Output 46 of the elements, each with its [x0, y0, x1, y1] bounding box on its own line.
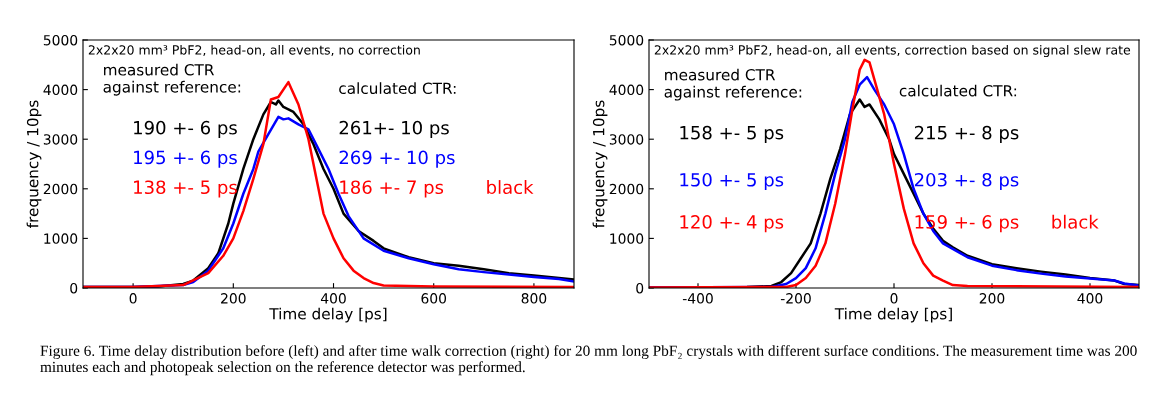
x-tick-label: 0 [129, 293, 137, 304]
y-axis-title: frequency / 10ps [592, 100, 608, 228]
x-tick-label: 600 [421, 293, 447, 304]
annotation: 186 +- 7 ps [340, 180, 444, 198]
y-tick-label: 5000 [43, 34, 78, 46]
y-tick-label: 2000 [609, 183, 644, 195]
annotation: 2x2x20 mm³ PbF2, head-on, all events, no correction [88, 44, 420, 56]
annotation: 261+- 10 ps [339, 120, 449, 139]
annotation: calculated CTR: [339, 82, 456, 95]
annotation: 269 +- 10 ps [339, 150, 455, 168]
x-tick-label: 400 [1077, 293, 1103, 304]
annotation: measured CTR against reference: [103, 63, 241, 96]
annotation: calculated CTR: [899, 84, 1017, 97]
text: black [1052, 214, 1099, 229]
annotation: 195 +- 6 ps [134, 150, 237, 168]
x-tick-label: 200 [979, 293, 1005, 304]
y-axis-title: frequency / 10ps [26, 100, 42, 228]
annotation: 2x2x20 mm³ PbF2, head-on, all events, correction based on signal slew rate [654, 44, 1131, 58]
y-tick-label: 3000 [43, 134, 78, 145]
x-tick-label: -400 [682, 293, 713, 304]
y-tick-label: 1000 [610, 233, 644, 244]
text: black [487, 180, 534, 195]
x-tick-label: 400 [320, 293, 346, 304]
annotation: measured CTR against reference: [664, 68, 802, 101]
annotation: 158 +- 5 ps [680, 125, 784, 143]
annotation: 215 +- 8 ps [914, 125, 1019, 143]
y-tick-label: 3000 [609, 134, 644, 145]
y-tick-label: 2000 [43, 183, 78, 195]
caption: Figure 6. Time delay distribution before (left) and after time walk correction (right) for 20 mm long PbF₂ crystals with different surface conditions. The measurement time was 200 minutes each and photopeak selection on the reference detector was performed. [40, 345, 1137, 376]
annotation: 190 +- 6 ps [134, 120, 237, 139]
y-tick-label: 4000 [43, 84, 78, 96]
annotation: 138 +- 5 ps [134, 180, 237, 198]
annotation: 120 +- 4 ps [680, 215, 784, 233]
x-axis-title: Time delay [ps] [269, 307, 387, 323]
y-tick-label: 0 [636, 282, 644, 294]
annotation: 150 +- 5 ps [680, 172, 784, 191]
x-tick-label: 200 [221, 293, 246, 304]
x-tick-label: 800 [521, 293, 547, 304]
annotation: 203 +- 8 ps [914, 172, 1019, 191]
y-tick-label: 1000 [44, 233, 78, 244]
y-tick-label: 0 [70, 282, 78, 294]
y-tick-label: 5000 [609, 34, 644, 46]
x-tick-label: -200 [780, 293, 811, 304]
x-tick-label: 0 [890, 293, 898, 304]
x-axis-title: Time delay [ps] [834, 307, 952, 323]
y-tick-label: 4000 [609, 84, 644, 96]
